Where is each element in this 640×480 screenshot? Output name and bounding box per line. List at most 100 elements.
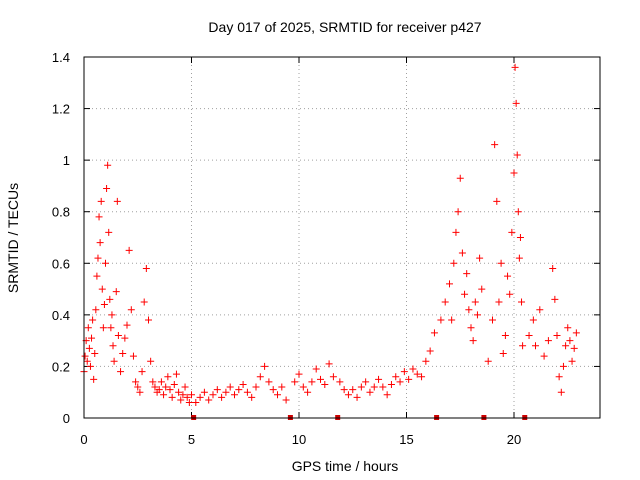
data-point — [559, 362, 567, 370]
data-point — [196, 393, 204, 401]
x-tick-label: 15 — [399, 432, 413, 447]
y-tick-label: 1 — [63, 153, 70, 168]
data-point — [467, 324, 475, 332]
data-point — [97, 197, 105, 205]
data-point — [95, 213, 103, 221]
data-point — [243, 388, 251, 396]
data-point — [149, 378, 157, 386]
data-point — [110, 357, 118, 365]
data-point — [235, 386, 243, 394]
data-point — [99, 324, 107, 332]
y-axis-label: SRMTID / TECUs — [5, 183, 21, 293]
data-point — [96, 239, 104, 247]
chart-title: Day 017 of 2025, SRMTID for receiver p42… — [208, 19, 481, 35]
data-point — [138, 368, 146, 376]
data-point — [106, 295, 114, 303]
data-point — [529, 316, 537, 324]
data-point — [353, 393, 361, 401]
data-point — [100, 301, 108, 309]
data-point — [308, 378, 316, 386]
data-point — [555, 373, 563, 381]
data-point — [476, 254, 484, 262]
data-point — [458, 249, 466, 257]
data-point — [366, 388, 374, 396]
data-point — [129, 352, 137, 360]
data-point — [145, 316, 152, 324]
x-tick-label: 5 — [188, 432, 195, 447]
plot-frame — [83, 56, 601, 419]
data-point — [92, 306, 100, 314]
data-point — [205, 396, 213, 404]
data-point — [170, 380, 178, 388]
data-point — [504, 272, 512, 280]
data-point — [304, 388, 312, 396]
data-point — [188, 391, 195, 399]
data-point — [340, 386, 348, 394]
data-point — [91, 350, 99, 358]
data-point — [123, 321, 131, 329]
data-point — [269, 386, 277, 394]
data-point — [83, 357, 91, 365]
data-point — [256, 373, 264, 381]
data-point — [226, 383, 234, 391]
data-point — [525, 331, 533, 339]
y-tick-label: 0 — [63, 411, 70, 426]
data-point — [248, 393, 256, 401]
data-point — [441, 298, 449, 306]
data-point — [200, 388, 208, 396]
data-point — [112, 288, 120, 296]
data-point — [461, 290, 469, 298]
data-point — [514, 208, 522, 216]
data-point — [274, 391, 281, 399]
data-point — [454, 208, 462, 216]
data-point — [418, 373, 426, 381]
data-point — [157, 378, 165, 386]
data-point — [166, 386, 174, 394]
data-point — [473, 311, 481, 319]
data-point — [349, 386, 357, 394]
data-point — [231, 391, 238, 399]
data-point — [396, 378, 404, 386]
data-point — [426, 347, 434, 355]
data-point — [430, 329, 438, 337]
data-point — [491, 141, 499, 149]
data-point — [375, 375, 383, 383]
data-point — [175, 388, 183, 396]
data-point — [127, 306, 135, 314]
data-point — [104, 161, 112, 169]
data-point — [532, 342, 539, 350]
data-point — [551, 295, 559, 303]
data-point — [105, 228, 113, 236]
data-point — [370, 383, 378, 391]
y-tick-label: 1.2 — [52, 102, 70, 117]
data-point — [136, 388, 144, 396]
data-point — [168, 393, 176, 401]
data-point — [422, 357, 430, 365]
data-point — [239, 380, 247, 388]
data-point — [478, 285, 486, 293]
data-point — [107, 324, 115, 332]
data-point — [456, 174, 464, 182]
data-point — [151, 383, 159, 391]
y-tick-label: 1.4 — [52, 50, 70, 65]
data-point — [86, 362, 94, 370]
data-point — [336, 378, 344, 386]
data-point — [557, 388, 565, 396]
data-point — [400, 368, 408, 376]
data-point — [510, 169, 518, 177]
data-point — [177, 396, 185, 404]
data-point — [90, 375, 98, 383]
data-point — [84, 324, 92, 332]
data-point — [299, 383, 307, 391]
y-tick-label: 0.6 — [52, 256, 70, 271]
data-point — [94, 254, 102, 262]
data-point — [549, 264, 557, 272]
data-point — [511, 63, 519, 71]
data-point — [484, 357, 492, 365]
data-point — [405, 375, 413, 383]
data-point — [566, 337, 574, 345]
data-point — [516, 234, 524, 241]
data-point — [329, 373, 337, 381]
data-point — [570, 344, 578, 352]
data-point — [568, 357, 576, 365]
